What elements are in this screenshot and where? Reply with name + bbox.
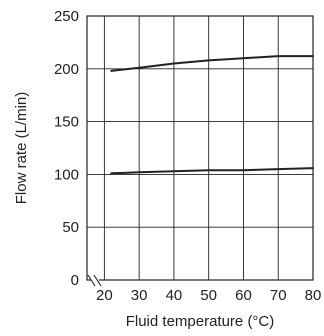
series-line-1 xyxy=(110,55,314,72)
series-line-2 xyxy=(110,167,314,175)
axis-break-stroke xyxy=(93,274,102,287)
plot-frame xyxy=(86,15,314,281)
y-tick-label: 0 xyxy=(71,272,79,289)
x-axis-break-mark xyxy=(87,274,102,287)
y-tick-label: 200 xyxy=(54,61,79,78)
axis-break-gap xyxy=(91,274,99,286)
y-tick-label: 250 xyxy=(54,8,79,25)
y-tick-labels: 0 50 100 150 200 250 xyxy=(54,8,79,289)
x-tick-label: 30 xyxy=(131,287,148,304)
y-axis-title: Flow rate (L/min) xyxy=(13,92,30,205)
x-tick-label: 60 xyxy=(235,287,252,304)
x-tick-label: 40 xyxy=(166,287,183,304)
series-lines xyxy=(110,55,314,175)
y-tick-label: 100 xyxy=(54,166,79,183)
x-tick-label: 80 xyxy=(305,287,322,304)
y-tick-label: 150 xyxy=(54,114,79,131)
y-tick-label: 50 xyxy=(62,219,79,236)
x-tick-label: 20 xyxy=(96,287,113,304)
x-tick-label: 70 xyxy=(270,287,287,304)
x-tick-labels: 20 30 40 50 60 70 80 xyxy=(96,287,321,304)
axis-break-stroke xyxy=(87,274,96,287)
x-tick-label: 50 xyxy=(200,287,217,304)
x-axis-title: Fluid temperature (°C) xyxy=(126,313,275,330)
